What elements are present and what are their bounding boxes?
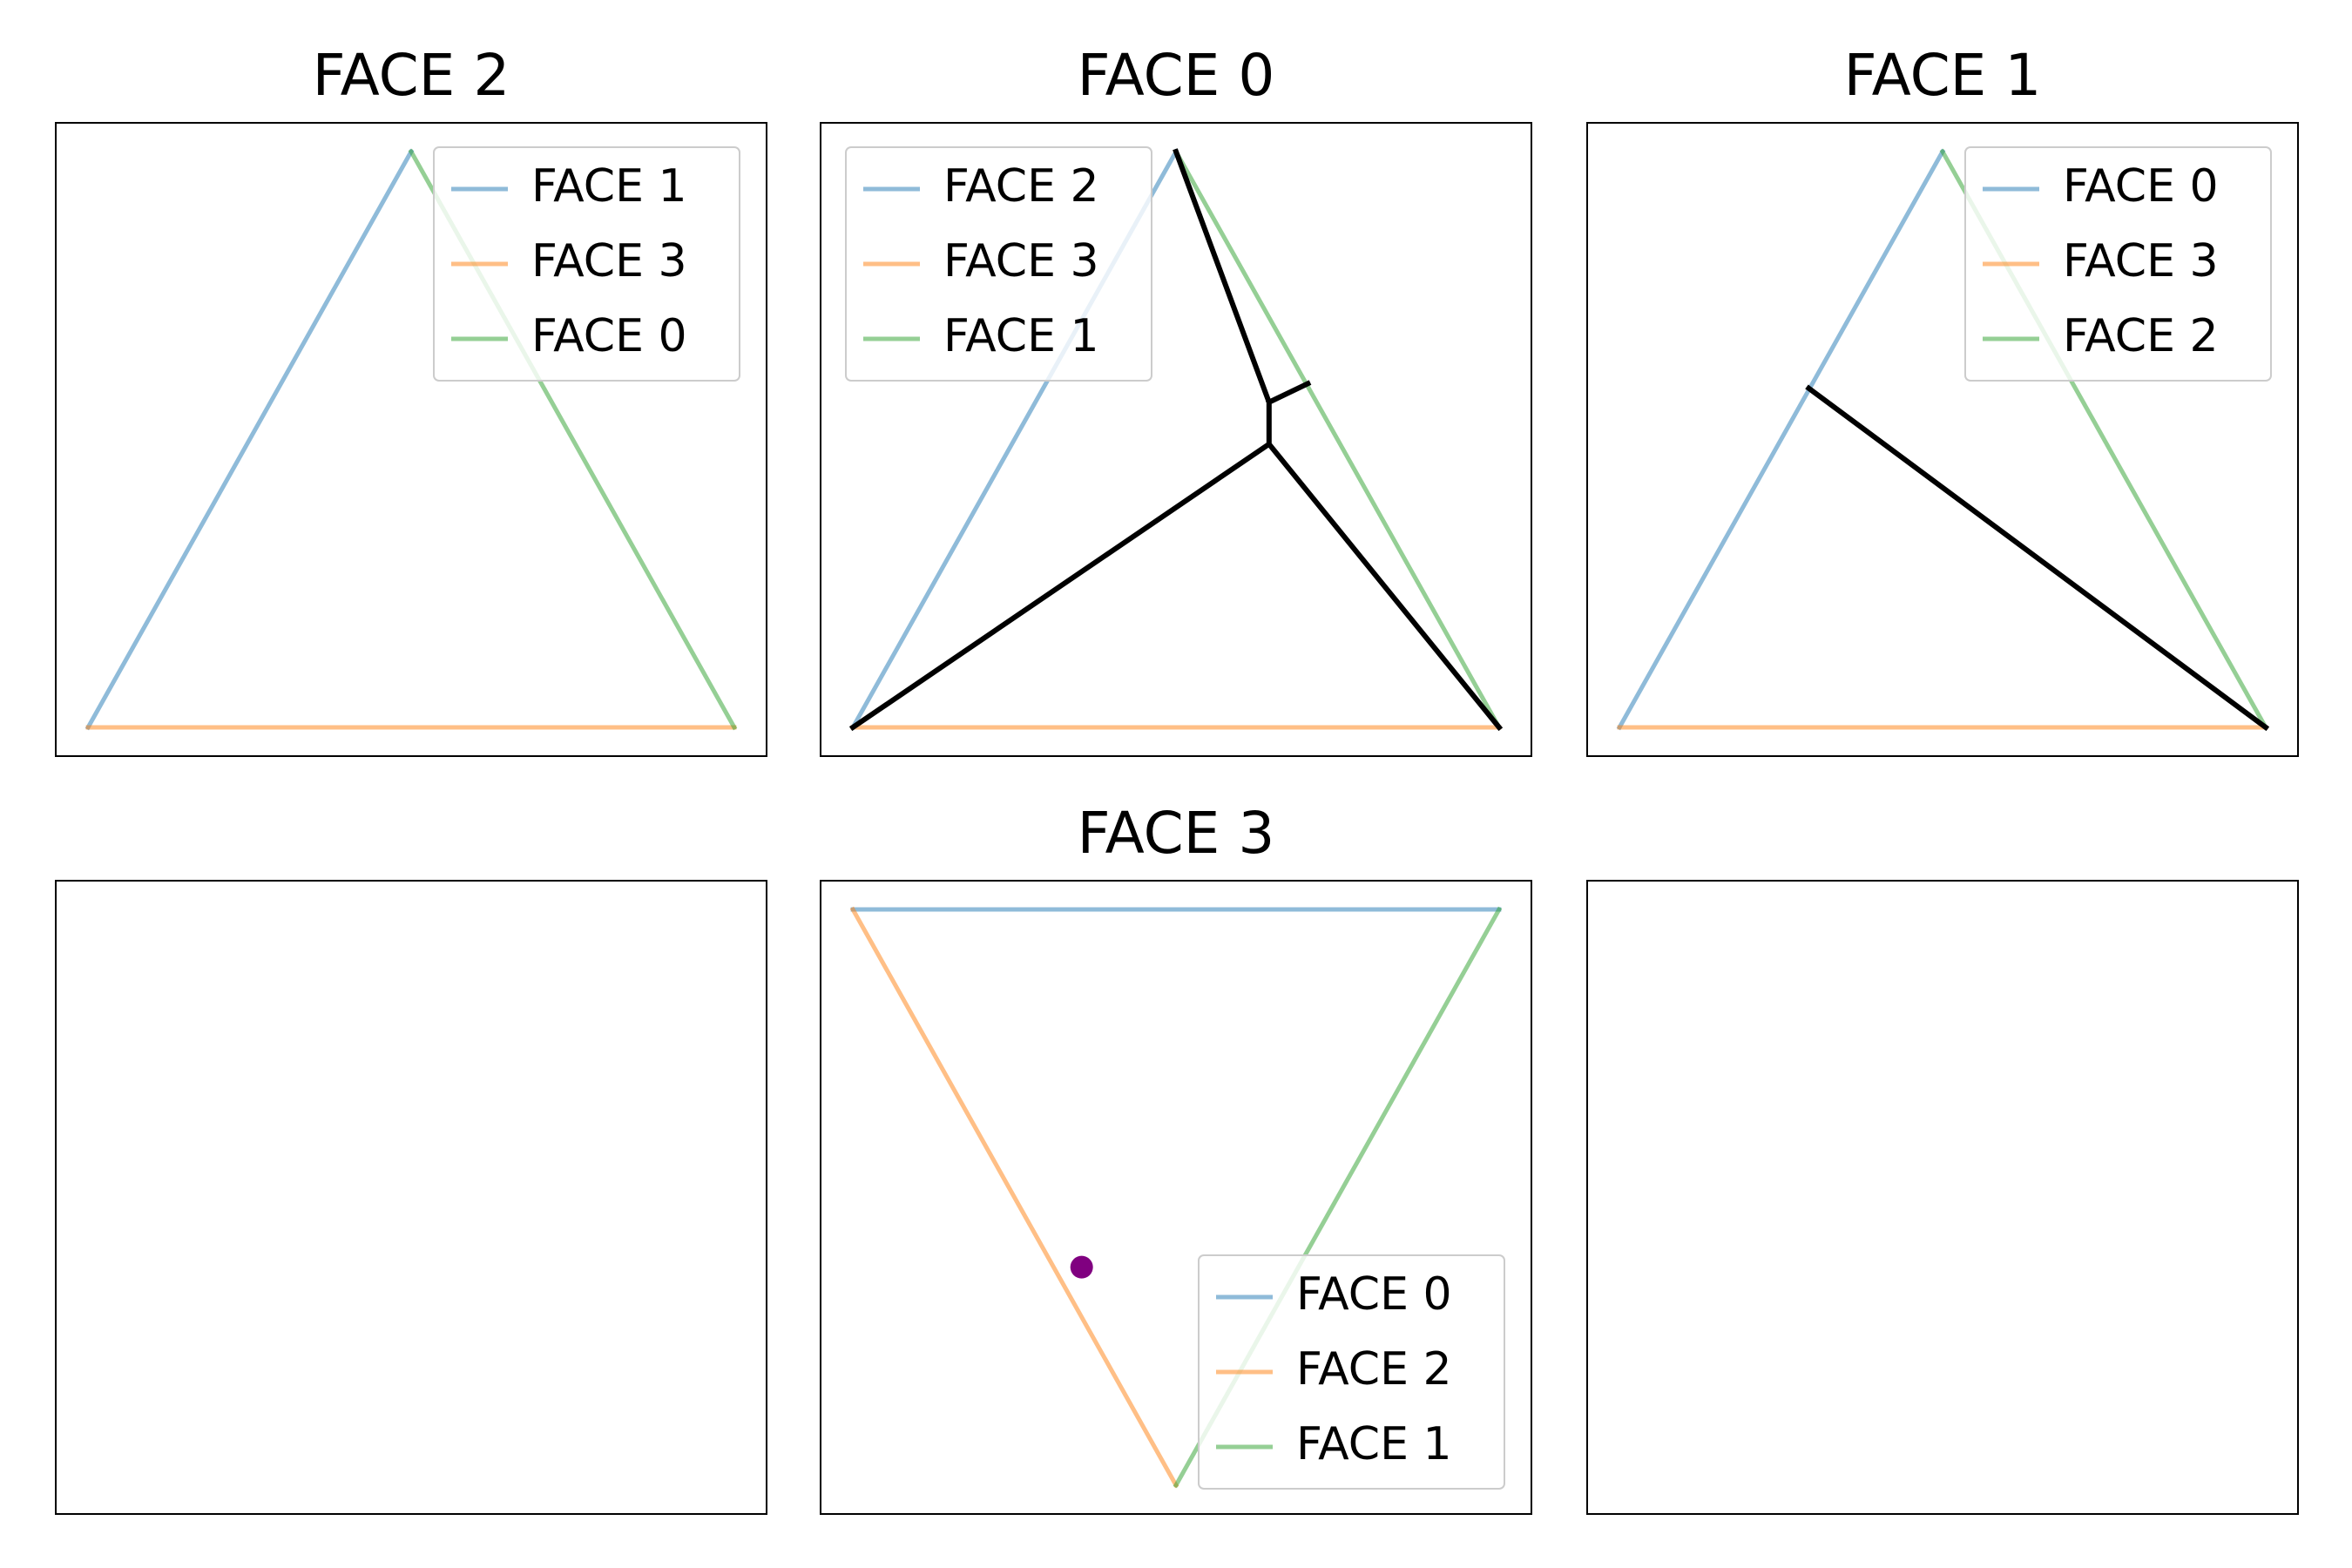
- axes-frame: [820, 122, 1532, 757]
- legend-box: [1964, 146, 2272, 382]
- legend-label: FACE 0: [1296, 1268, 1452, 1321]
- axes-frame: [55, 122, 767, 757]
- legend-label: FACE 3: [943, 235, 1099, 287]
- legend: FACE 1 FACE 3 FACE 0: [433, 146, 740, 382]
- legend-label: FACE 3: [2063, 235, 2219, 287]
- panel-title: FACE 2: [313, 42, 510, 109]
- panel-title: FACE 3: [1078, 800, 1275, 867]
- series-line: [849, 906, 1179, 1489]
- legend: FACE 2 FACE 3 FACE 1: [845, 146, 1152, 382]
- legend-label: FACE 2: [2063, 310, 2219, 362]
- series-line: [1173, 148, 1503, 731]
- legend-label: FACE 1: [531, 160, 687, 213]
- legend-box: [845, 146, 1152, 382]
- panel-title: FACE 1: [1844, 42, 2042, 109]
- panel-title: FACE 0: [1078, 42, 1275, 109]
- legend: FACE 0 FACE 2 FACE 1: [1198, 1254, 1505, 1490]
- legend-label: FACE 2: [943, 160, 1099, 213]
- legend-label: FACE 1: [943, 310, 1099, 362]
- series-line: [1805, 384, 2270, 732]
- point: [1070, 1255, 1093, 1279]
- legend-label: FACE 0: [2063, 160, 2219, 213]
- legend-label: FACE 2: [1296, 1343, 1452, 1396]
- series-line: [848, 148, 1504, 732]
- legend-label: FACE 0: [531, 310, 687, 362]
- legend: FACE 0 FACE 3 FACE 2: [1964, 146, 2272, 382]
- legend-label: FACE 1: [1296, 1418, 1452, 1470]
- series-line: [84, 148, 415, 731]
- empty-axes: [55, 880, 767, 1515]
- series-line: [1616, 148, 1946, 731]
- empty-axes: [1586, 880, 2299, 1515]
- legend-box: [1198, 1254, 1505, 1490]
- legend-label: FACE 3: [531, 235, 687, 287]
- legend-box: [433, 146, 740, 382]
- axes-frame: [1586, 122, 2299, 757]
- axes-frame: [820, 880, 1532, 1515]
